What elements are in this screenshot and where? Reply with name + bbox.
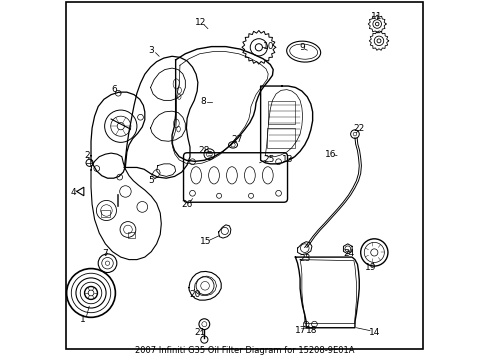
Text: 22: 22 (353, 123, 364, 132)
Text: 13: 13 (281, 155, 293, 164)
Text: 2: 2 (84, 151, 90, 160)
Text: 28: 28 (198, 146, 209, 155)
Text: 4: 4 (70, 188, 76, 197)
Text: 25: 25 (263, 155, 274, 164)
Text: 17: 17 (295, 326, 306, 335)
Text: 2007 Infiniti G35 Oil Filter Diagram for 15208-9E01A: 2007 Infiniti G35 Oil Filter Diagram for… (135, 346, 353, 355)
Text: 14: 14 (368, 328, 379, 337)
Text: 15: 15 (200, 237, 211, 246)
Text: 23: 23 (299, 254, 310, 263)
Text: 8: 8 (200, 97, 206, 106)
Bar (266, 128, 294, 148)
Bar (101, 210, 110, 217)
Text: 16: 16 (324, 150, 336, 159)
Text: 21: 21 (194, 328, 205, 337)
Text: 27: 27 (231, 135, 243, 144)
Text: 26: 26 (181, 200, 192, 209)
Text: 10: 10 (263, 42, 274, 51)
Text: 3: 3 (148, 46, 154, 55)
Text: 19: 19 (364, 264, 376, 273)
Text: 12: 12 (195, 18, 206, 27)
Text: 18: 18 (305, 326, 317, 335)
Text: 20: 20 (189, 290, 200, 299)
Text: 7: 7 (102, 249, 107, 258)
Bar (267, 101, 294, 125)
Text: 11: 11 (371, 12, 382, 21)
Text: 6: 6 (112, 85, 117, 94)
Text: 9: 9 (298, 43, 304, 52)
Bar (128, 232, 135, 238)
Text: 1: 1 (80, 315, 85, 324)
Text: 5: 5 (148, 176, 154, 185)
Text: 24: 24 (342, 249, 353, 258)
